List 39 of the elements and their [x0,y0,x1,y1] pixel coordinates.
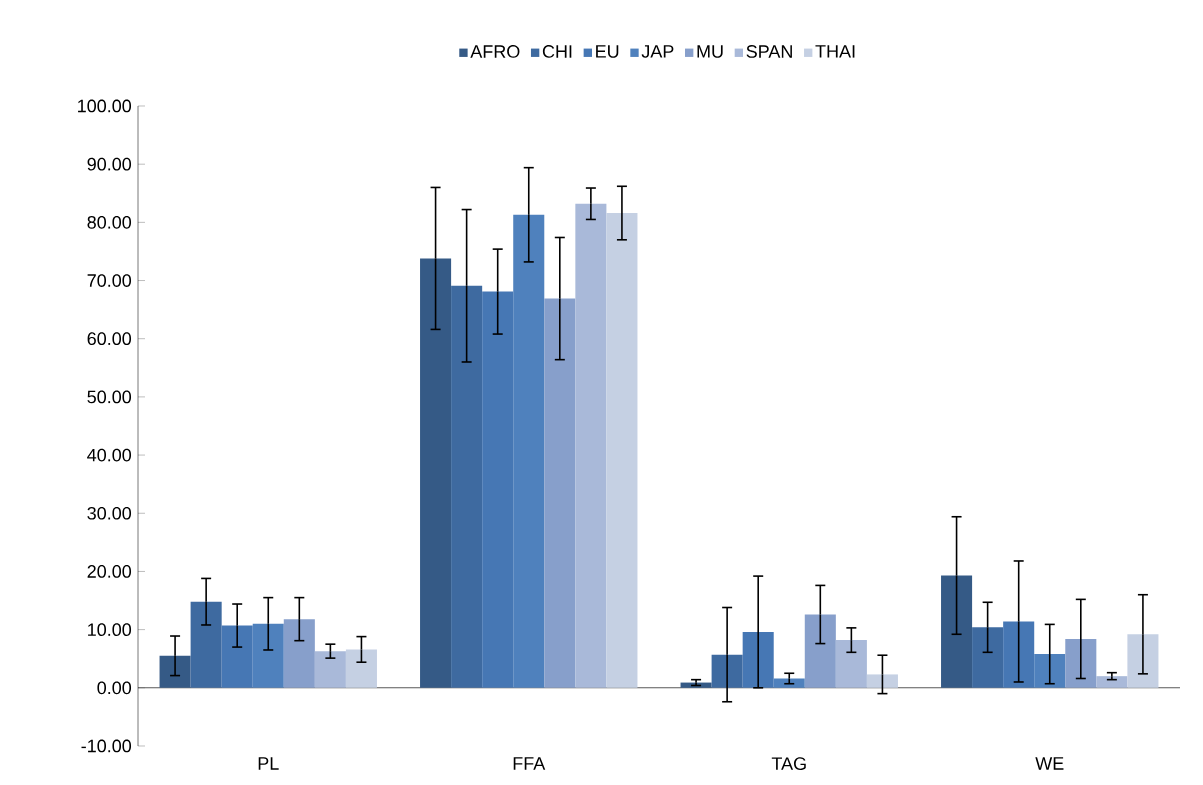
bar [835,640,867,688]
y-tick-label: 30.00 [87,506,132,520]
y-tick-label: 50.00 [87,390,132,404]
y-tick-label: 80.00 [87,215,132,229]
legend-label: EU [596,45,619,58]
x-tick-label: FFA [513,757,546,770]
legend-label: JAP [641,45,674,58]
legend-label: THAI [815,45,855,58]
bar [544,298,576,688]
x-tick-label: PL [258,757,279,770]
bar [606,213,638,688]
y-tick-label: 100.00 [78,99,132,113]
y-tick-label: 20.00 [87,565,132,578]
bar [866,674,898,688]
y-tick-label: 60.00 [87,332,132,346]
bar [711,654,743,688]
bar [190,601,222,688]
bar [680,682,712,688]
y-tick-label: 40.00 [87,448,132,462]
bar [1096,676,1128,688]
bar [314,651,346,688]
y-tick-label: 10.00 [88,623,132,636]
bar [283,619,315,688]
legend-label: SPAN [746,45,792,58]
y-tick-label: 90.00 [87,157,132,171]
legend-label: AFRO [470,45,520,58]
bar [345,649,377,688]
y-tick-label: 70.00 [87,274,132,287]
bar [420,258,452,688]
y-tick-label: 0.00 [97,681,132,695]
x-tick-label: TAG [771,757,806,770]
bar [451,285,483,688]
legend-label: MU [697,45,723,58]
x-tick-label: WE [1035,757,1064,770]
bar [972,627,1004,688]
bar [575,203,607,688]
y-tick-label: -10.00 [81,739,132,753]
bar [804,614,836,688]
legend-label: CHI [542,45,572,58]
